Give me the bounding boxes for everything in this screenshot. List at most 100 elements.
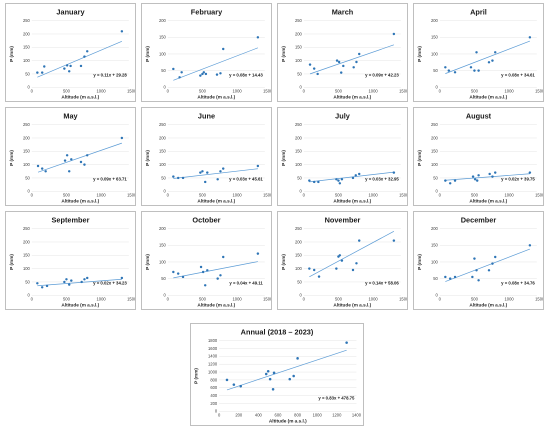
data-point — [201, 270, 205, 274]
chart-panel-may: May 0 50 100 150 200 250 0 500 1000 1500 Altitude (… — [5, 107, 136, 206]
trendline — [445, 173, 530, 181]
trendline — [37, 278, 122, 287]
data-point — [288, 377, 292, 381]
data-point — [453, 71, 457, 74]
y-tick-label: 150 — [159, 149, 167, 154]
trendline-equation: y = 0.08x + 34.61 — [501, 73, 535, 78]
y-tick-label: 200 — [295, 135, 303, 140]
data-point — [448, 182, 452, 185]
data-point — [473, 69, 476, 72]
y-tick-label: 150 — [431, 243, 439, 248]
data-point — [178, 76, 181, 79]
data-point — [444, 179, 447, 182]
y-tick-label: 100 — [431, 259, 439, 264]
data-point — [69, 64, 72, 68]
data-point — [36, 282, 39, 285]
data-point — [477, 69, 480, 72]
y-tick-label: 150 — [23, 253, 31, 258]
y-tick-label: 0 — [436, 85, 439, 90]
x-tick-label: 0 — [303, 193, 306, 198]
chart-title: October — [192, 215, 220, 224]
data-point — [392, 171, 396, 174]
y-tick-label: 250 — [23, 122, 31, 127]
y-tick-label: 1800 — [208, 338, 218, 343]
y-tick-label: 250 — [295, 226, 303, 231]
data-point — [444, 66, 447, 69]
y-tick-label: 150 — [23, 45, 31, 50]
y-tick-label: 0 — [28, 293, 31, 298]
data-point — [203, 180, 207, 184]
x-tick-label: 0 — [439, 193, 442, 198]
x-tick-label: 1200 — [332, 413, 342, 418]
y-tick-label: 1600 — [208, 346, 218, 351]
data-point — [266, 369, 270, 373]
data-point — [86, 154, 89, 157]
x-tick-label: 1000 — [313, 413, 323, 418]
y-tick-label: 200 — [295, 31, 303, 36]
x-axis-label: Altitude (m a.s.l.) — [61, 95, 99, 100]
y-axis-label: P (mm) — [145, 150, 150, 166]
data-point — [351, 268, 355, 272]
data-point — [83, 163, 86, 166]
trendline — [309, 231, 395, 278]
y-tick-label: 1000 — [208, 369, 218, 374]
chart-panel-august: August 0 50 100 150 200 250 0 500 1000 1500 Altitud… — [413, 107, 544, 206]
data-point — [487, 61, 491, 64]
x-tick-label: 0 — [439, 89, 442, 94]
y-tick-label: 200 — [23, 239, 31, 244]
x-axis-label: Altitude (m a.s.l.) — [269, 419, 307, 424]
data-point — [65, 64, 69, 67]
x-tick-label: 1000 — [505, 89, 515, 94]
chart-title: January — [56, 7, 85, 16]
x-axis-label: Altitude (m a.s.l.) — [61, 303, 99, 308]
x-tick-label: 500 — [199, 297, 207, 302]
x-tick-label: 500 — [63, 297, 71, 302]
data-point — [36, 71, 39, 74]
y-tick-label: 200 — [159, 226, 167, 231]
y-axis-label: P (mm) — [194, 368, 199, 384]
y-tick-label: 50 — [433, 68, 438, 73]
chart-panel-march: March 0 50 100 150 200 250 0 500 1000 1500 Altitude… — [277, 3, 408, 102]
x-tick-label: 1500 — [535, 297, 544, 302]
y-tick-label: 0 — [300, 85, 303, 90]
data-point — [172, 67, 175, 71]
data-point — [239, 384, 242, 388]
data-point — [40, 167, 44, 170]
data-point — [225, 378, 229, 382]
data-point — [86, 50, 89, 53]
data-point — [222, 255, 225, 259]
y-tick-label: 150 — [295, 253, 303, 258]
data-point — [70, 158, 73, 161]
data-point — [447, 69, 451, 72]
x-tick-label: 1500 — [127, 297, 136, 302]
data-point — [199, 265, 203, 269]
x-tick-label: 1500 — [127, 89, 136, 94]
x-tick-label: 1000 — [97, 89, 107, 94]
chart-panel-december: December 0 50 100 150 200 0 500 1000 1500 Altitude… — [413, 211, 544, 310]
data-point — [308, 63, 312, 66]
data-point — [120, 136, 124, 140]
x-tick-label: 500 — [471, 297, 479, 302]
x-tick-label: 1000 — [97, 193, 107, 198]
y-tick-label: 50 — [25, 279, 30, 284]
data-point — [338, 182, 342, 185]
y-tick-label: 250 — [295, 18, 303, 23]
x-tick-label: 200 — [235, 413, 243, 418]
data-point — [44, 170, 47, 173]
y-axis-label: P (mm) — [9, 46, 14, 62]
x-tick-label: 0 — [167, 193, 170, 198]
y-tick-label: 200 — [431, 18, 439, 23]
x-tick-label: 1500 — [263, 297, 272, 302]
y-tick-label: 50 — [161, 175, 166, 180]
y-tick-label: 0 — [164, 85, 167, 90]
chart-title: June — [198, 111, 215, 120]
x-tick-label: 0 — [167, 297, 170, 302]
y-axis-label: P (mm) — [9, 254, 14, 270]
chart-panel-january: January 0 50 100 150 200 250 0 500 1000 1500 Altitu… — [5, 3, 136, 102]
y-tick-label: 250 — [159, 122, 167, 127]
x-tick-label: 1500 — [263, 193, 272, 198]
data-point — [172, 270, 175, 274]
y-tick-label: 0 — [164, 293, 167, 298]
data-point — [256, 164, 260, 168]
data-point — [342, 64, 345, 68]
